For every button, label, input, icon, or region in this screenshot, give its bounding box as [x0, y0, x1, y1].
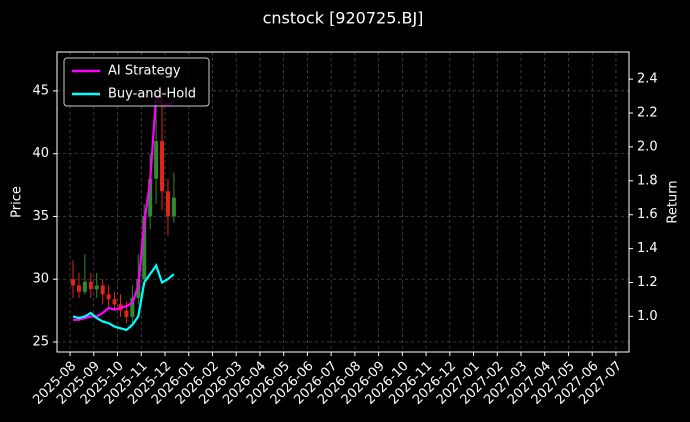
candle-body [130, 298, 135, 317]
y2-tick-label: 1.6 [637, 207, 658, 222]
legend-label: AI Strategy [108, 64, 181, 79]
y2-tick-label: 2.0 [637, 139, 658, 154]
chart-title: cnstock [920725.BJ] [263, 9, 424, 28]
legend-label: Buy-and-Hold [108, 87, 196, 102]
candle-body [100, 285, 105, 295]
return-line [72, 263, 175, 332]
candle-body [76, 285, 81, 292]
candle-body [124, 310, 129, 317]
y2-axis-label: Return [666, 180, 681, 223]
y2-tick-label: 1.0 [637, 309, 658, 324]
candle-body [106, 294, 111, 300]
y2-tick-label: 1.2 [637, 275, 658, 290]
candle-body [165, 191, 170, 217]
y2-tick-label: 2.4 [637, 72, 658, 87]
candle-body [154, 141, 159, 179]
y2-tick-label: 1.4 [637, 241, 658, 256]
y-tick-label: 30 [32, 272, 49, 287]
candle-body [94, 285, 99, 290]
candle-body [88, 281, 93, 290]
y-axis-label: Price [10, 186, 25, 218]
candle-body [148, 178, 153, 217]
candle-body [82, 281, 87, 292]
y2-tick-label: 2.2 [637, 106, 658, 121]
candle-body [160, 141, 165, 192]
y-tick-label: 40 [32, 146, 49, 161]
candle-body [142, 216, 147, 280]
y2-tick-label: 1.8 [637, 173, 658, 188]
plot-frame [56, 51, 630, 353]
y-tick-label: 35 [32, 209, 49, 224]
candle-body [71, 279, 76, 286]
legend-box [63, 57, 210, 107]
y-tick-label: 45 [32, 83, 49, 98]
candle-body [171, 197, 176, 217]
candle-body [112, 299, 117, 305]
y-tick-label: 25 [32, 334, 49, 349]
